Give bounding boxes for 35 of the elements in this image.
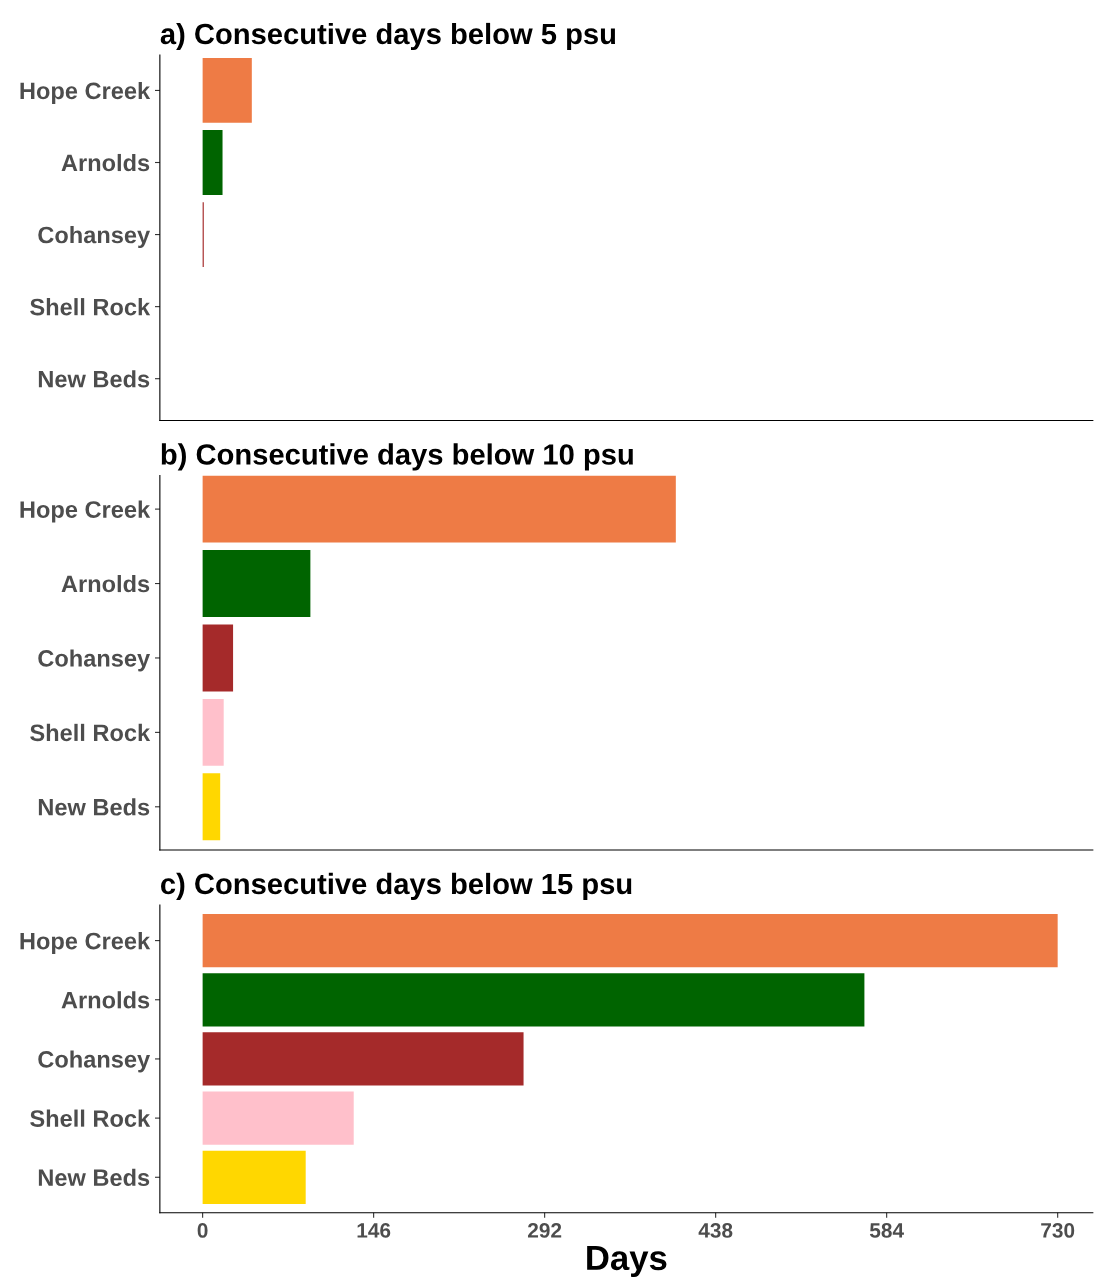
x-tick-label: 292 bbox=[527, 1223, 562, 1238]
x-axis-title: Days bbox=[587, 1245, 667, 1278]
bar bbox=[202, 773, 221, 841]
y-tick-label: Shell Rock bbox=[30, 298, 151, 316]
x-tick-label: 584 bbox=[869, 1223, 904, 1238]
y-tick-label: New Beds bbox=[38, 1168, 150, 1187]
y-tick-label: New Beds bbox=[38, 370, 150, 388]
y-tick-label: Arnolds bbox=[61, 574, 150, 593]
x-tick-label: 730 bbox=[1041, 1223, 1075, 1238]
bar bbox=[202, 913, 1058, 968]
bar bbox=[202, 1032, 524, 1086]
y-tick-label: Cohansey bbox=[38, 226, 151, 249]
x-tick-label: 0 bbox=[197, 1223, 208, 1238]
chart-title: c) Consecutive days below 15 psu bbox=[161, 872, 632, 901]
bar bbox=[202, 973, 865, 1027]
chart-title: b) Consecutive days below 10 psu bbox=[161, 443, 633, 471]
y-tick-label: Shell Rock bbox=[30, 723, 151, 742]
y-tick-label: Arnolds bbox=[61, 153, 150, 172]
y-tick-label: Cohansey bbox=[38, 1050, 151, 1073]
y-tick-label: Shell Rock bbox=[30, 1109, 151, 1127]
chart-title: a) Consecutive days below 5 psu bbox=[160, 22, 616, 51]
bar bbox=[202, 475, 676, 543]
bar bbox=[202, 624, 234, 692]
y-tick-label: Hope Creek bbox=[20, 932, 151, 955]
bar bbox=[202, 1150, 306, 1204]
y-tick-label: Hope Creek bbox=[20, 81, 151, 104]
bar bbox=[202, 698, 224, 766]
bar bbox=[202, 1091, 354, 1145]
y-tick-label: Arnolds bbox=[61, 991, 150, 1009]
y-tick-label: Cohansey bbox=[38, 649, 151, 672]
x-tick-label: 146 bbox=[357, 1223, 391, 1238]
y-tick-label: New Beds bbox=[38, 798, 150, 816]
x-tick-label: 438 bbox=[698, 1223, 733, 1238]
bar bbox=[202, 550, 311, 618]
y-tick-label: Hope Creek bbox=[20, 500, 151, 523]
